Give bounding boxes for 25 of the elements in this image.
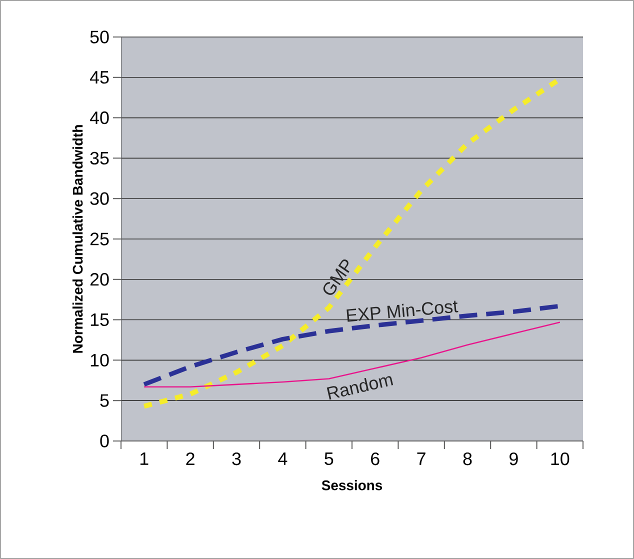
x-tick-label: 6 xyxy=(371,452,380,466)
x-tick-label: 1 xyxy=(140,452,148,465)
y-axis-title: Normalized Cumulative Bandwidth xyxy=(72,125,83,353)
text: Random xyxy=(326,376,394,400)
y-tick-label: 50 xyxy=(90,30,109,44)
y-tick-label: 25 xyxy=(90,232,109,246)
x-tick-label: 4 xyxy=(278,452,288,465)
y-tick-label: 10 xyxy=(90,354,109,367)
x-tick-label: 10 xyxy=(551,452,570,466)
series-label: EXP Min-Cost xyxy=(346,300,458,322)
y-tick-label: 15 xyxy=(90,314,109,326)
x-tick-label: 9 xyxy=(510,452,518,466)
x-tick-label: 5 xyxy=(324,452,334,466)
x-tick-label: 3 xyxy=(232,452,241,466)
y-tick-label: 30 xyxy=(90,192,109,205)
y-tick-label: 20 xyxy=(90,273,109,286)
x-axis-title: Sessions xyxy=(322,480,382,490)
x-tick-label: 8 xyxy=(463,452,472,466)
y-tick-label: 40 xyxy=(90,111,109,124)
y-tick-label: 0 xyxy=(100,434,109,448)
y-tick-label: 5 xyxy=(100,394,109,407)
x-tick-label: 7 xyxy=(417,452,426,465)
x-tick-label: 2 xyxy=(186,452,194,466)
y-tick-label: 35 xyxy=(90,152,109,165)
y-tick-label: 45 xyxy=(90,71,109,84)
